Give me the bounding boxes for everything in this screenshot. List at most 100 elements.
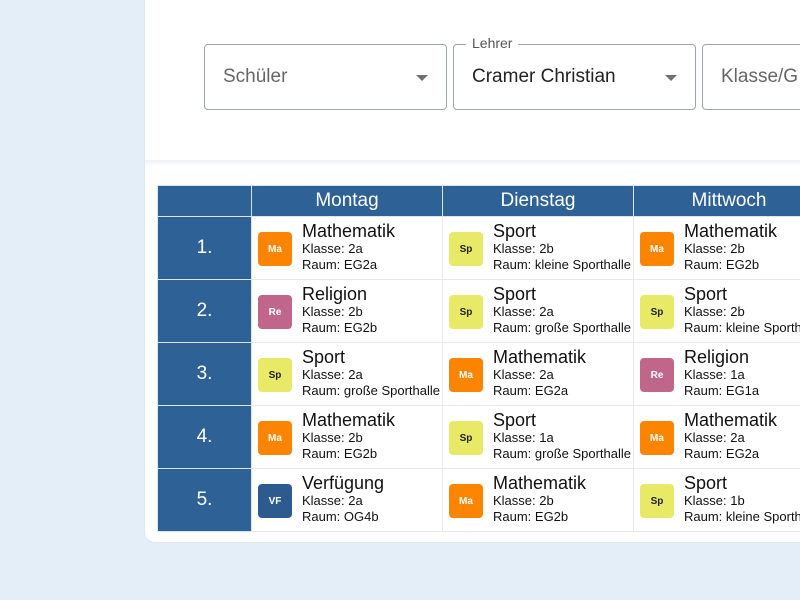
lesson-subject: Religion	[302, 284, 368, 304]
subject-badge: VF	[258, 484, 292, 518]
lesson-cell[interactable]: Ma Mathematik Klasse: 2a Raum: EG2a	[633, 405, 800, 469]
lesson-subject: Sport	[493, 221, 537, 241]
timetable-body: 1. Ma Mathematik Klasse: 2a Raum: EG2a Sp Spor…	[157, 216, 800, 532]
lesson-room: Raum: EG2b	[493, 509, 569, 524]
lesson-cell[interactable]: Sp Sport Klasse: 2a Raum: große Sporthalle	[442, 279, 634, 343]
lesson-room: Raum: OG4b	[302, 509, 379, 524]
lesson-class: Klasse: 2b	[302, 304, 363, 319]
table-row: 2. Re Religion Klasse: 2b Raum: EG2b Sp Sport K…	[157, 279, 800, 343]
lesson-cell[interactable]: Ma Mathematik Klasse: 2b Raum: EG2b	[251, 405, 443, 469]
table-row: 4. Ma Mathematik Klasse: 2b Raum: EG2b Sp Spor…	[157, 405, 800, 469]
lesson-class: Klasse: 2a	[302, 241, 363, 256]
period-number: 1.	[157, 216, 252, 280]
day-header: Mittwoch	[633, 185, 800, 217]
lesson-room: Raum: EG1a	[684, 383, 760, 398]
chevron-down-icon	[416, 75, 428, 81]
lesson-subject: Mathematik	[493, 347, 587, 367]
lesson-class: Klasse: 2b	[493, 493, 554, 508]
lesson-room: Raum: große Sporthalle	[302, 383, 441, 398]
lesson-class: Klasse: 2b	[493, 241, 554, 256]
klasse-select[interactable]: Klasse/G	[702, 44, 800, 110]
subject-badge: Sp	[449, 421, 483, 455]
lesson-room: Raum: kleine Sporthalle	[684, 320, 800, 335]
lesson-room: Raum: große Sporthalle	[493, 320, 632, 335]
subject-badge: Re	[640, 358, 674, 392]
lesson-subject: Sport	[493, 284, 537, 304]
lesson-cell[interactable]: VF Verfügung Klasse: 2a Raum: OG4b	[251, 468, 443, 532]
lesson-details: Sport Klasse: 2a Raum: große Sporthalle	[302, 348, 440, 399]
lehrer-select-label: Lehrer	[466, 35, 519, 51]
lehrer-select[interactable]: Lehrer Cramer Christian	[453, 35, 696, 110]
day-header: Dienstag	[442, 185, 634, 217]
period-number: 5.	[157, 468, 252, 532]
lesson-class: Klasse: 2b	[302, 430, 363, 445]
table-row: 3. Sp Sport Klasse: 2a Raum: große Sporthall…	[157, 342, 800, 406]
lesson-class: Klasse: 2a	[493, 304, 554, 319]
subject-badge: Ma	[258, 421, 292, 455]
divider	[145, 160, 800, 166]
lesson-cell[interactable]: Ma Mathematik Klasse: 2a Raum: EG2a	[442, 342, 634, 406]
lesson-class: Klasse: 2a	[302, 367, 363, 382]
subject-badge: Sp	[640, 295, 674, 329]
lesson-details: Mathematik Klasse: 2a Raum: EG2a	[493, 348, 586, 399]
timetable: Montag Dienstag Mittwoch 1. Ma Mathematik K…	[157, 185, 800, 532]
lesson-cell[interactable]: Sp Sport Klasse: 2a Raum: große Sporthalle	[251, 342, 443, 406]
period-number: 2.	[157, 279, 252, 343]
lesson-cell[interactable]: Re Religion Klasse: 2b Raum: EG2b	[251, 279, 443, 343]
subject-badge: Ma	[640, 421, 674, 455]
schueler-select[interactable]: Schüler	[204, 44, 447, 110]
lesson-room: Raum: kleine Sporthalle	[493, 257, 632, 272]
lesson-cell[interactable]: Re Religion Klasse: 1a Raum: EG1a	[633, 342, 800, 406]
lesson-cell[interactable]: Ma Mathematik Klasse: 2b Raum: EG2b	[633, 216, 800, 280]
lesson-class: Klasse: 2a	[493, 367, 554, 382]
lesson-subject: Sport	[302, 347, 346, 367]
schueler-select-placeholder: Schüler	[223, 66, 288, 87]
lesson-details: Mathematik Klasse: 2a Raum: EG2a	[684, 411, 777, 462]
subject-badge: Sp	[449, 232, 483, 266]
subject-badge: Sp	[449, 295, 483, 329]
lesson-cell[interactable]: Ma Mathematik Klasse: 2b Raum: EG2b	[442, 468, 634, 532]
lesson-class: Klasse: 1b	[684, 493, 745, 508]
lesson-details: Mathematik Klasse: 2b Raum: EG2b	[302, 411, 395, 462]
timetable-card: Schüler Lehrer Cramer Christian Klasse/G…	[145, 0, 800, 542]
filter-bar: Schüler Lehrer Cramer Christian Klasse/G	[145, 0, 800, 161]
lesson-details: Verfügung Klasse: 2a Raum: OG4b	[302, 474, 384, 525]
lesson-room: Raum: EG2a	[493, 383, 569, 398]
subject-badge: Ma	[258, 232, 292, 266]
period-number: 3.	[157, 342, 252, 406]
lesson-cell[interactable]: Ma Mathematik Klasse: 2a Raum: EG2a	[251, 216, 443, 280]
lesson-room: Raum: EG2b	[302, 446, 378, 461]
lesson-subject: Mathematik	[684, 221, 778, 241]
lesson-class: Klasse: 2a	[302, 493, 363, 508]
lesson-subject: Sport	[493, 410, 537, 430]
lesson-subject: Verfügung	[302, 473, 385, 493]
table-row: 5. VF Verfügung Klasse: 2a Raum: OG4b Ma Mathe…	[157, 468, 800, 532]
subject-badge: Ma	[449, 484, 483, 518]
lesson-details: Mathematik Klasse: 2b Raum: EG2b	[684, 222, 777, 273]
lesson-cell[interactable]: Sp Sport Klasse: 1a Raum: große Sporthalle	[442, 405, 634, 469]
lesson-subject: Mathematik	[684, 410, 778, 430]
lesson-details: Religion Klasse: 2b Raum: EG2b	[302, 285, 377, 336]
lesson-class: Klasse: 2b	[684, 241, 745, 256]
lesson-subject: Mathematik	[493, 473, 587, 493]
lesson-room: Raum: EG2b	[302, 320, 378, 335]
lesson-details: Religion Klasse: 1a Raum: EG1a	[684, 348, 759, 399]
lesson-room: Raum: kleine Sporthalle	[684, 509, 800, 524]
subject-badge: Ma	[449, 358, 483, 392]
lesson-class: Klasse: 1a	[493, 430, 554, 445]
lesson-room: Raum: große Sporthalle	[493, 446, 632, 461]
lesson-subject: Religion	[684, 347, 750, 367]
lesson-room: Raum: EG2a	[302, 257, 378, 272]
lesson-class: Klasse: 1a	[684, 367, 745, 382]
corner-cell	[157, 185, 252, 217]
lesson-room: Raum: EG2b	[684, 257, 760, 272]
lesson-details: Mathematik Klasse: 2a Raum: EG2a	[302, 222, 395, 273]
klasse-select-placeholder: Klasse/G	[721, 66, 799, 87]
chevron-down-icon	[665, 75, 677, 81]
day-header: Montag	[251, 185, 443, 217]
